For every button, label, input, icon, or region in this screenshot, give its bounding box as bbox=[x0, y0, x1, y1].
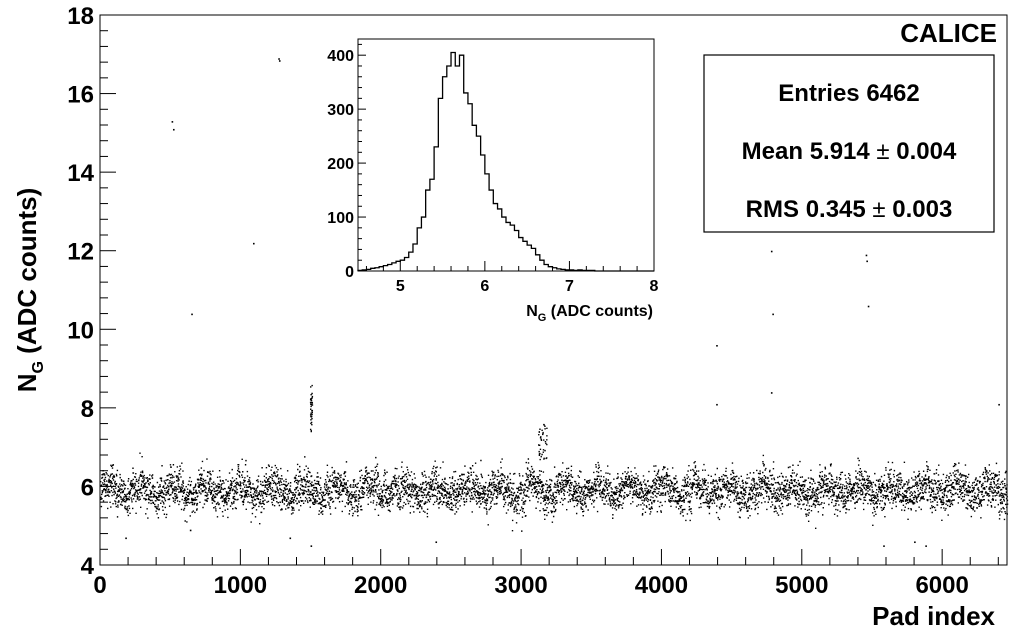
inset-x-axis-title-subscript: G bbox=[538, 312, 547, 324]
inset-x-tick-label: 7 bbox=[565, 278, 574, 295]
stats-box: Entries 6462 Mean 5.914 ± 0.004 RMS 0.34… bbox=[703, 54, 995, 233]
inset-x-axis-title-main: N bbox=[526, 303, 538, 320]
y-axis-title-subscript: G bbox=[30, 361, 47, 373]
outlier-point bbox=[310, 545, 313, 547]
x-tick-label: 1000 bbox=[214, 572, 267, 599]
x-tick-label: 0 bbox=[93, 572, 106, 599]
outlier-point bbox=[770, 392, 773, 394]
stats-entries-value: 6462 bbox=[866, 80, 919, 107]
y-tick-label: 12 bbox=[67, 239, 94, 266]
outlier-point bbox=[278, 60, 281, 62]
outlier-point bbox=[914, 541, 916, 544]
stats-mean: Mean 5.914 ± 0.004 bbox=[742, 138, 957, 165]
x-tick-label: 6000 bbox=[915, 572, 968, 599]
y-tick-label: 6 bbox=[81, 474, 94, 501]
x-axis-title: Pad index bbox=[872, 601, 995, 631]
outlier-point bbox=[866, 260, 868, 263]
y-tick-label: 10 bbox=[67, 317, 94, 344]
stats-mean-label: Mean bbox=[742, 138, 803, 165]
svg-text:NG (ADC counts): NG (ADC counts) bbox=[12, 188, 47, 393]
outlier-point bbox=[435, 541, 438, 544]
y-tick-label: 8 bbox=[81, 396, 94, 423]
x-tick-label: 4000 bbox=[635, 572, 688, 599]
y-axis-title-rest: (ADC counts) bbox=[12, 188, 42, 361]
outlier-point bbox=[278, 58, 280, 60]
stats-rms-label: RMS bbox=[746, 196, 799, 223]
corner-label: CALICE bbox=[900, 18, 997, 48]
y-tick-label: 16 bbox=[67, 82, 94, 109]
x-tick-label: 5000 bbox=[775, 572, 828, 599]
stats-entries-label: Entries bbox=[778, 80, 859, 107]
y-tick-label: 14 bbox=[67, 160, 94, 187]
outlier-point bbox=[716, 345, 718, 347]
inset-histogram-line bbox=[357, 51, 654, 272]
inset-y-tick-label: 300 bbox=[327, 102, 354, 119]
inset-axis-ticks: 5 6 7 8 0 100 200 300 400 bbox=[327, 43, 659, 295]
outlier-point bbox=[716, 403, 718, 406]
stats-mean-error: 0.004 bbox=[896, 138, 957, 165]
stats-rms-value: 0.345 bbox=[806, 196, 866, 223]
outlier-point bbox=[998, 403, 1000, 406]
outlier-point bbox=[172, 128, 175, 131]
outlier-point bbox=[772, 313, 774, 316]
outlier-point bbox=[189, 529, 192, 532]
y-tick-label: 18 bbox=[67, 3, 94, 30]
stats-box-frame bbox=[703, 54, 995, 233]
inset-histogram: 5 6 7 8 0 100 200 300 400 NG (ADC counts) bbox=[327, 27, 668, 324]
stats-mean-value: 5.914 bbox=[810, 138, 871, 165]
inset-y-tick-label: 0 bbox=[345, 264, 354, 281]
scatter-points bbox=[100, 384, 1009, 532]
outlier-point bbox=[867, 305, 870, 308]
stats-rms: RMS 0.345 ± 0.003 bbox=[746, 196, 953, 223]
main-plot-frame bbox=[99, 14, 1008, 566]
inset-plot-frame bbox=[357, 38, 655, 272]
inset-y-tick-label: 400 bbox=[327, 48, 354, 65]
x-tick-label: 2000 bbox=[354, 572, 407, 599]
inset-x-tick-label: 6 bbox=[480, 278, 489, 295]
stats-entries: Entries 6462 bbox=[778, 80, 919, 107]
y-tick-label: 4 bbox=[81, 553, 95, 580]
outlier-point bbox=[770, 250, 773, 253]
outlier-point bbox=[252, 242, 255, 245]
inset-y-tick-label: 200 bbox=[327, 156, 354, 173]
outlier-point bbox=[125, 537, 127, 540]
inset-x-tick-label: 8 bbox=[650, 278, 659, 295]
x-tick-label: 3000 bbox=[494, 572, 547, 599]
inset-x-axis-title: NG (ADC counts) bbox=[526, 303, 653, 324]
outlier-point bbox=[1005, 470, 1007, 473]
inset-x-axis-title-rest: (ADC counts) bbox=[546, 303, 653, 320]
stats-mean-pm: ± bbox=[876, 138, 889, 165]
outlier-point bbox=[191, 313, 193, 316]
main-data-points bbox=[100, 58, 1009, 547]
outlier-point bbox=[171, 121, 174, 123]
outlier-point bbox=[865, 254, 868, 257]
inset-x-tick-label: 5 bbox=[396, 278, 405, 295]
y-axis-title-main: N bbox=[12, 374, 42, 393]
outlier-point bbox=[883, 545, 885, 547]
outlier-point bbox=[925, 545, 927, 547]
y-axis-title: NG (ADC counts) bbox=[12, 188, 47, 393]
inset-background bbox=[340, 27, 668, 302]
outlier-point bbox=[289, 537, 292, 540]
stats-rms-pm: ± bbox=[872, 196, 885, 223]
stats-rms-error: 0.003 bbox=[892, 196, 952, 223]
inset-y-tick-label: 100 bbox=[327, 210, 354, 227]
